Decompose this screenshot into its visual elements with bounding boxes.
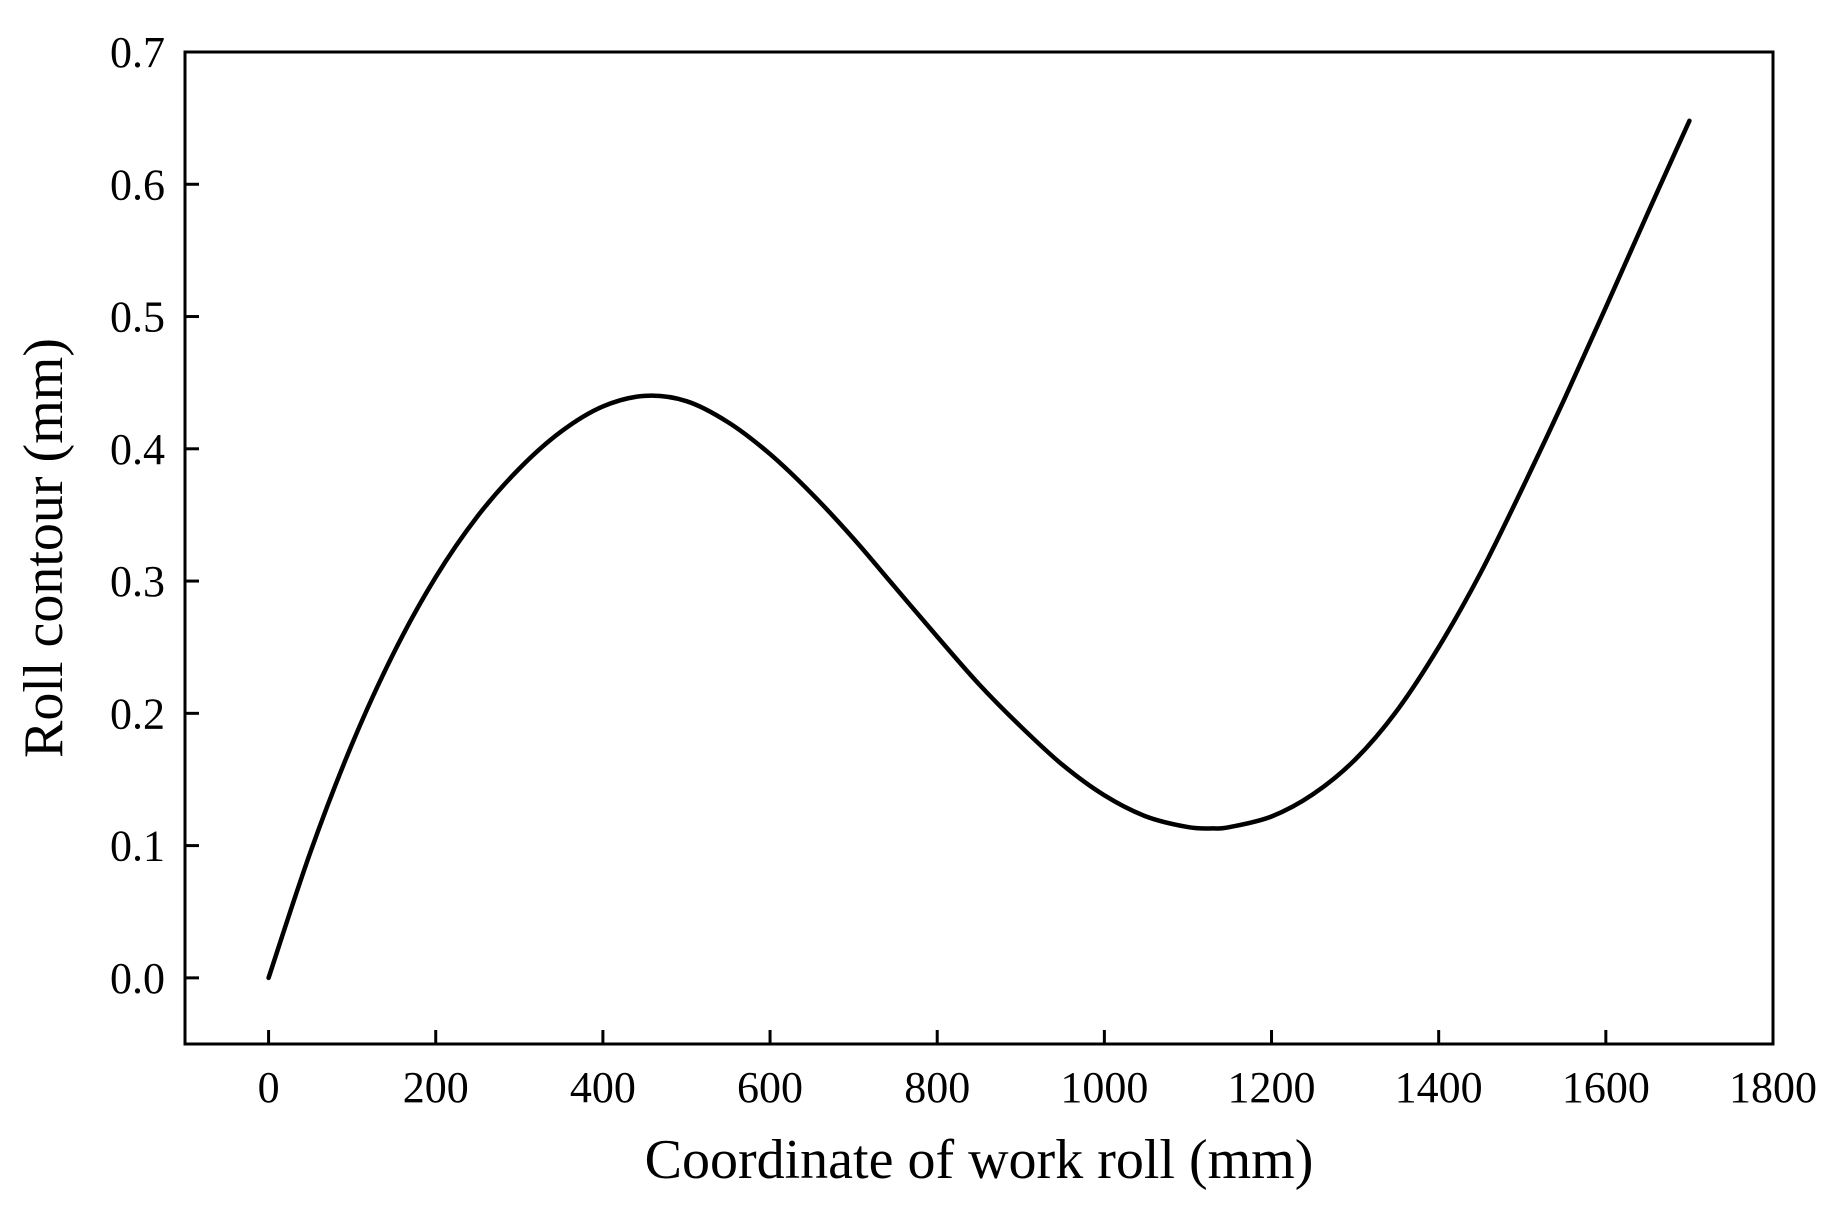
x-tick-label: 1200 [1228,1063,1316,1112]
y-tick-label: 0.0 [110,954,165,1003]
y-tick-label: 0.3 [110,557,165,606]
roll-contour-line [266,118,1692,981]
curve-layer [266,118,1692,981]
x-tick-label: 0 [258,1063,280,1112]
plot-frame [183,50,1775,1046]
y-axis-title: Roll contour (mm) [13,338,75,758]
x-tick-label: 1800 [1729,1063,1817,1112]
x-tick-label: 1400 [1395,1063,1483,1112]
x-tick-label: 600 [737,1063,803,1112]
ticks-layer: 0 200 400 600 800 1000 1200 1400 1600 1800 0.0 0.1 0… [110,28,1817,1112]
x-tick-label: 1000 [1060,1063,1148,1112]
x-tick-label: 200 [403,1063,469,1112]
x-axis-title: Coordinate of work roll (mm) [645,1129,1314,1191]
y-tick-label: 0.1 [110,822,165,871]
x-tick-label: 1600 [1562,1063,1650,1112]
x-tick-label: 400 [570,1063,636,1112]
y-tick-label: 0.7 [110,28,165,77]
y-tick-label: 0.4 [110,425,165,474]
y-tick-label: 0.6 [110,160,165,209]
x-tick-label: 800 [904,1063,970,1112]
y-tick-label: 0.5 [110,293,165,342]
y-tick-label: 0.2 [110,689,165,738]
